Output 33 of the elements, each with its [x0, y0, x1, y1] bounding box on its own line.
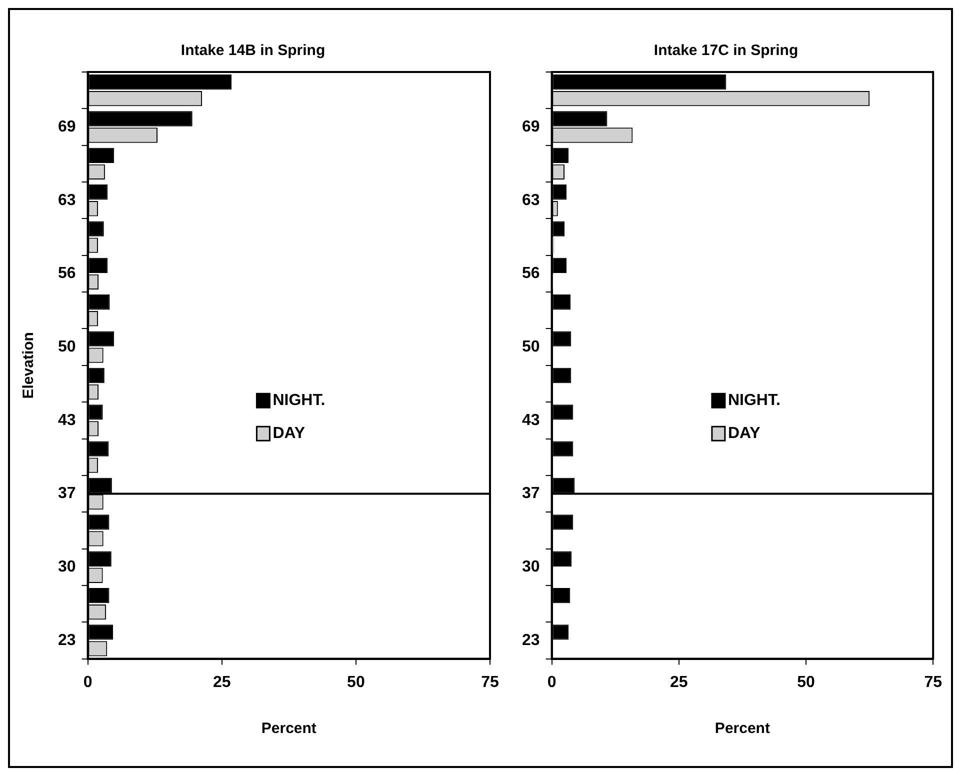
chart-title: Intake 14B in Spring: [180, 42, 326, 60]
y-tick-label: 63: [522, 192, 540, 209]
x-tick-label: 50: [797, 674, 815, 691]
y-tick-label: 56: [522, 265, 540, 282]
x-axis-title: Percent: [714, 720, 770, 738]
x-tick-label: 0: [83, 674, 92, 691]
y-tick-label: 69: [522, 118, 540, 136]
legend-label: DAY: [272, 425, 306, 442]
y-axis-title: Elevation: [20, 332, 38, 399]
y-tick-label: 43: [58, 412, 76, 429]
y-tick-label: 30: [58, 558, 76, 576]
legend-label: NIGHT.: [272, 392, 326, 410]
x-tick-label: 75: [924, 674, 942, 691]
y-tick-label: 30: [522, 558, 540, 576]
y-tick-label: 23: [58, 632, 76, 649]
y-tick-label: 37: [58, 485, 76, 502]
legend-label: DAY: [728, 425, 761, 442]
y-tick-label: 63: [58, 192, 76, 209]
x-tick-label: 25: [670, 674, 688, 691]
y-tick-label: 69: [58, 118, 76, 136]
x-tick-label: 25: [212, 674, 231, 691]
x-axis-title: Percent: [261, 720, 316, 738]
y-tick-label: 56: [58, 265, 76, 282]
chart-title: Intake 17C in Spring: [654, 42, 798, 60]
y-tick-label: 50: [522, 338, 540, 356]
x-tick-label: 0: [547, 674, 556, 691]
y-tick-label: 23: [522, 632, 540, 649]
legend-label: NIGHT.: [728, 392, 780, 410]
y-tick-label: 43: [522, 412, 540, 429]
x-tick-label: 75: [481, 674, 499, 691]
y-tick-label: 37: [522, 485, 540, 502]
y-tick-label: 50: [58, 338, 76, 356]
x-tick-label: 50: [347, 674, 365, 691]
